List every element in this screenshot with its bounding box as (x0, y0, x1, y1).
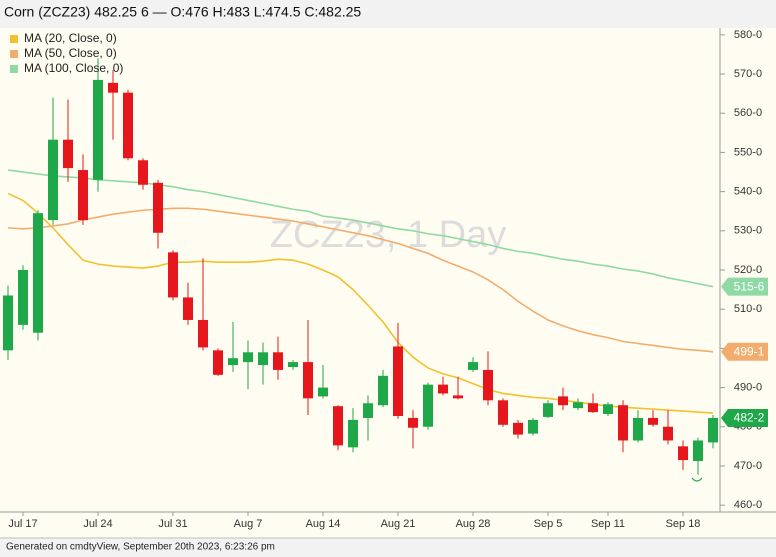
x-tick-label: Aug 21 (381, 518, 416, 530)
candle-body (528, 419, 538, 434)
y-tick-label: 510-0 (734, 303, 762, 315)
x-axis-area (0, 512, 776, 538)
candle-body (408, 417, 418, 428)
candle-body (228, 358, 238, 366)
last-value-label: 499-1 (734, 344, 765, 358)
candle-body (318, 387, 328, 397)
legend-label: MA (50, Close, 0) (24, 46, 117, 60)
ma-line (7, 169, 714, 288)
candle-body (708, 417, 718, 443)
watermark: ZCZ23, 1 Day (270, 214, 507, 256)
candle-body (693, 440, 703, 462)
last-value-label: 482-2 (734, 411, 765, 425)
candle-body (663, 426, 673, 441)
x-tick-label: Jul 17 (8, 518, 37, 530)
candle-body (153, 182, 163, 233)
candle-body (468, 362, 478, 370)
candle-body (363, 403, 373, 418)
y-tick-label: 540-0 (734, 186, 762, 198)
candle-body (543, 403, 553, 417)
y-tick-label: 460-0 (734, 499, 762, 511)
y-tick-label: 470-0 (734, 460, 762, 472)
last-value-tag (721, 408, 768, 427)
candle-body (378, 375, 388, 406)
x-tick-label: Jul 24 (83, 518, 112, 530)
candle-body (303, 362, 313, 399)
candle-body (123, 92, 133, 159)
legend-label: MA (20, Close, 0) (24, 31, 117, 45)
candle-body (3, 295, 13, 351)
legend-swatch (10, 50, 18, 58)
candle-body (93, 79, 103, 180)
y-tick-label: 490-0 (734, 381, 762, 393)
candle-body (108, 82, 118, 93)
candle-body (63, 139, 73, 169)
legend-swatch (10, 35, 18, 43)
candle-body (183, 297, 193, 320)
candle-body (138, 160, 148, 185)
x-tick-label: Aug 28 (456, 518, 491, 530)
candle-body (198, 319, 208, 348)
y-tick-label: 570-0 (734, 68, 762, 80)
marks-layer: 460-0470-0480-0490-0500-0510-0520-0530-0… (3, 29, 768, 530)
y-tick-label: 550-0 (734, 146, 762, 158)
candle-body (18, 270, 28, 325)
candle-body (453, 395, 463, 399)
x-tick-label: Sep 11 (591, 518, 625, 530)
y-tick-label: 520-0 (734, 264, 762, 276)
candle-body (573, 402, 583, 409)
candle-body (558, 396, 568, 406)
candle-body (243, 352, 253, 363)
candle-body (678, 446, 688, 461)
candle-body (423, 384, 433, 427)
candle-body (498, 400, 508, 425)
candle-body (333, 406, 343, 446)
candle-body (33, 213, 43, 333)
last-value-tag (721, 277, 768, 296)
candle-body (78, 170, 88, 221)
footer: Generated on cmdtyView, September 20th 2… (6, 542, 275, 553)
y-tick-label: 580-0 (734, 29, 762, 41)
candle-body (648, 417, 658, 425)
candle-body (168, 252, 178, 298)
last-value-tag (721, 342, 768, 361)
candle-body (633, 417, 643, 441)
candle-body (258, 352, 268, 366)
x-tick-label: Aug 14 (306, 518, 341, 530)
candle-body (288, 362, 298, 367)
candle-body (273, 352, 283, 370)
x-tick-label: Sep 18 (666, 518, 701, 530)
chart-title: Corn (ZCZ23) 482.25 6 — O:476 H:483 L:47… (4, 4, 361, 20)
candle-body (618, 405, 628, 441)
candle-body (483, 369, 493, 401)
plot-area (0, 28, 720, 512)
candle-body (513, 422, 523, 435)
y-axis-area (720, 28, 776, 512)
legend-label: MA (100, Close, 0) (24, 61, 123, 75)
ma-line (7, 207, 714, 353)
y-tick-label: 530-0 (734, 225, 762, 237)
last-value-label: 515-6 (734, 279, 765, 293)
x-tick-label: Aug 7 (234, 518, 263, 530)
x-tick-label: Jul 31 (158, 518, 187, 530)
candle-body (393, 346, 403, 416)
candle-body (48, 139, 58, 221)
candle-body (438, 384, 448, 394)
low-marker (691, 477, 703, 482)
candle-body (348, 419, 358, 448)
candle-body (213, 350, 223, 375)
y-tick-label: 560-0 (734, 107, 762, 119)
legend-swatch (10, 65, 18, 73)
candle-body (603, 404, 613, 415)
x-tick-label: Sep 5 (534, 518, 563, 530)
candle-body (588, 403, 598, 413)
